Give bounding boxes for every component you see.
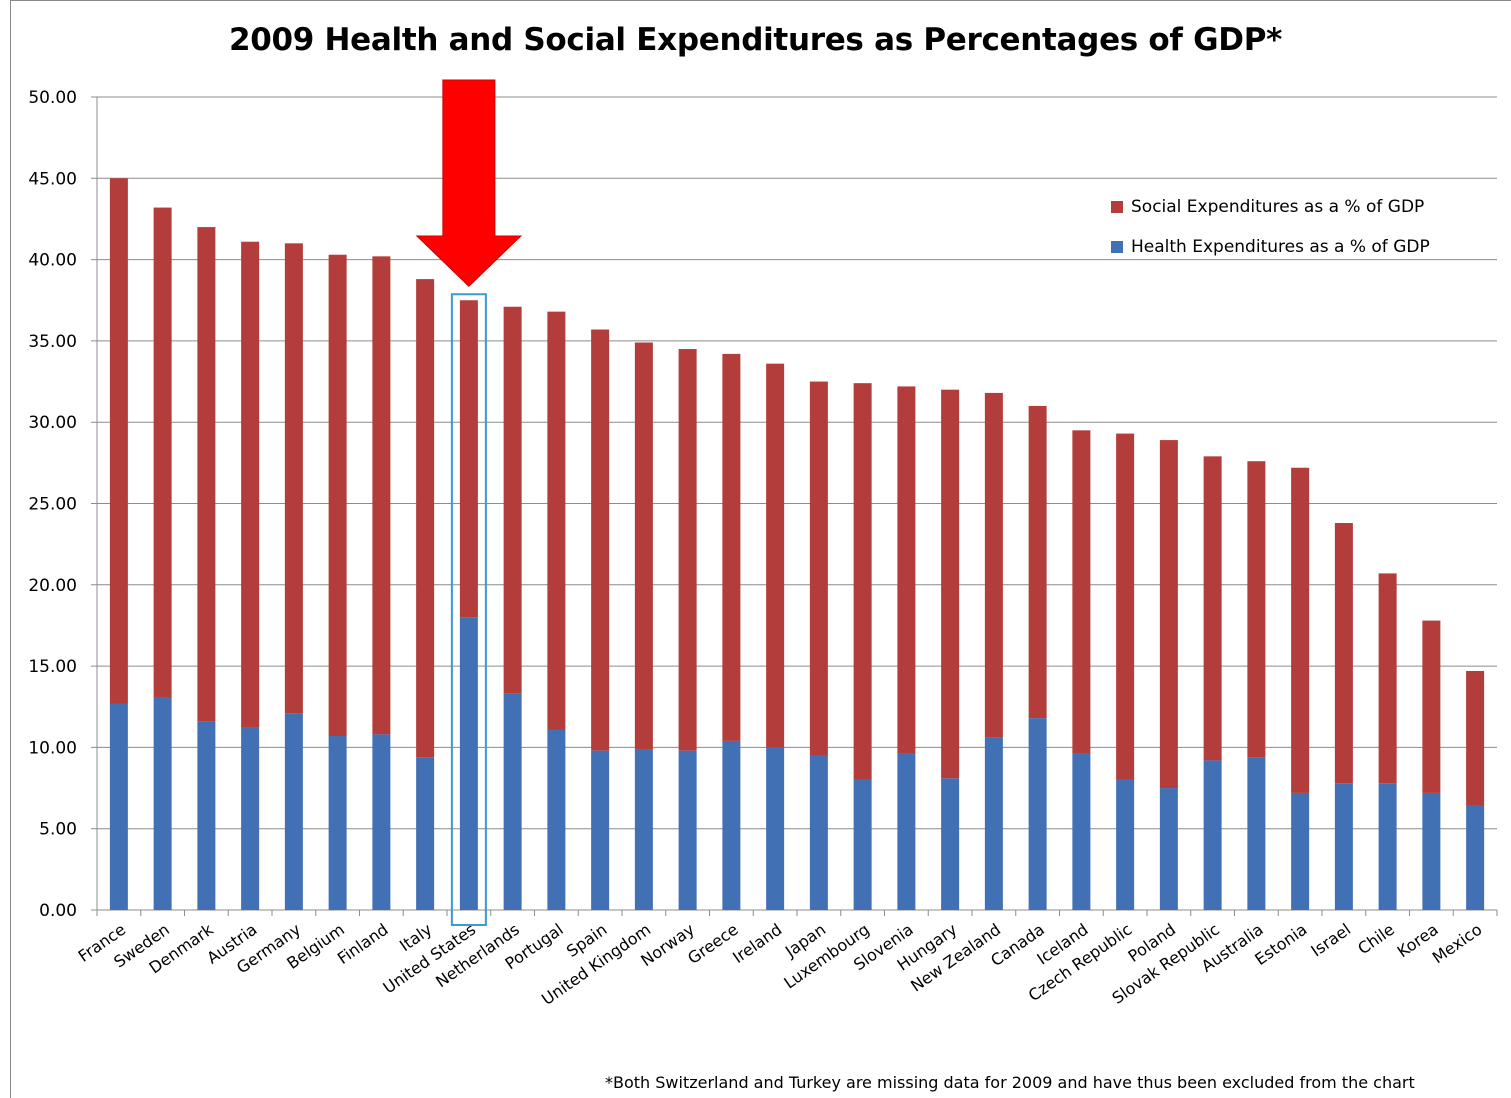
bar-social <box>1247 461 1266 758</box>
bar-social <box>1203 456 1222 761</box>
bar-health <box>241 727 260 910</box>
y-tick-label: 35.00 <box>28 332 77 352</box>
bar-social <box>591 329 610 751</box>
bar-health <box>591 750 610 910</box>
bar-social <box>984 392 1003 738</box>
y-tick-label: 25.00 <box>28 495 77 515</box>
bar-social <box>809 381 828 756</box>
bar-health <box>984 737 1003 910</box>
bar-health <box>1203 760 1222 910</box>
bar-social <box>1422 620 1441 793</box>
bar-health <box>897 753 916 910</box>
bar-social <box>1291 467 1310 793</box>
chart-footnote: *Both Switzerland and Turkey are missing… <box>605 1073 1415 1092</box>
bar-health <box>547 729 566 910</box>
y-tick-label: 50.00 <box>28 88 77 108</box>
bar-social <box>1116 433 1135 780</box>
x-tick-label: Greece <box>684 920 742 968</box>
bar-health <box>1422 792 1441 910</box>
x-tick-label: Mexico <box>1429 920 1486 968</box>
bar-social <box>722 353 741 741</box>
bar-health <box>1028 718 1047 910</box>
x-tick-label: Finland <box>334 920 392 968</box>
y-tick-label: 5.00 <box>39 820 77 840</box>
bar-health <box>722 740 741 910</box>
chart-legend: Social Expenditures as a % of GDP Health… <box>1111 187 1430 267</box>
y-tick-label: 40.00 <box>28 251 77 271</box>
y-tick-label: 15.00 <box>28 657 77 677</box>
chart-frame <box>10 0 1511 1098</box>
legend-swatch-health <box>1111 241 1123 253</box>
bar-social <box>1466 670 1485 806</box>
bar-health <box>197 721 216 910</box>
bar-health <box>941 778 960 910</box>
bar-social <box>547 311 566 730</box>
bar-social <box>372 256 391 735</box>
bar-health <box>1466 805 1485 910</box>
bar-social <box>678 349 697 751</box>
bar-social <box>897 386 916 754</box>
highlight-arrow-icon <box>415 79 523 287</box>
bar-health <box>853 779 872 910</box>
bar-social <box>197 227 216 722</box>
bar-health <box>328 736 347 910</box>
bar-health <box>1159 788 1178 910</box>
highlight-box <box>450 293 487 926</box>
x-tick-label: Chile <box>1354 920 1398 959</box>
bar-social <box>1159 440 1178 789</box>
bar-social <box>284 243 303 714</box>
bar-health <box>1247 757 1266 910</box>
y-tick-label: 30.00 <box>28 413 77 433</box>
bar-health <box>1072 753 1091 910</box>
bar-social <box>1072 430 1091 754</box>
bar-health <box>1378 783 1397 910</box>
bar-social <box>941 389 960 779</box>
legend-item-health: Health Expenditures as a % of GDP <box>1111 227 1430 267</box>
bar-social <box>241 241 260 728</box>
x-tick-label: Israel <box>1307 920 1354 961</box>
x-tick-label: Ireland <box>729 920 785 967</box>
bar-health <box>634 749 653 910</box>
bar-health <box>416 757 435 910</box>
chart-title: 2009 Health and Social Expenditures as P… <box>228 22 1283 58</box>
bar-social <box>153 207 172 697</box>
bar-social <box>459 300 478 618</box>
bar-health <box>153 696 172 910</box>
bar-health <box>678 750 697 910</box>
y-tick-label: 20.00 <box>28 576 77 596</box>
y-tick-label: 0.00 <box>39 901 77 921</box>
bar-health <box>1334 783 1353 910</box>
bar-health <box>1116 779 1135 910</box>
legend-label-social: Social Expenditures as a % of GDP <box>1131 197 1425 217</box>
bar-social <box>503 306 522 694</box>
bar-health <box>109 703 128 910</box>
bar-social <box>1378 573 1397 784</box>
legend-label-health: Health Expenditures as a % of GDP <box>1131 237 1430 257</box>
bar-social <box>766 363 785 748</box>
bar-social <box>1334 523 1353 784</box>
legend-item-social: Social Expenditures as a % of GDP <box>1111 187 1430 227</box>
bar-social <box>853 383 872 780</box>
bar-social <box>416 279 435 758</box>
bar-social <box>1028 405 1047 719</box>
bar-social <box>328 254 347 737</box>
y-tick-label: 10.00 <box>28 738 77 758</box>
bar-social <box>634 342 653 750</box>
bar-health <box>766 747 785 910</box>
bar-health <box>1291 792 1310 910</box>
bar-health <box>372 734 391 910</box>
legend-swatch-social <box>1111 201 1123 213</box>
y-tick-label: 45.00 <box>28 169 77 189</box>
bar-health <box>503 693 522 910</box>
bar-social <box>109 178 128 704</box>
bar-health <box>809 755 828 910</box>
bar-health <box>284 713 303 910</box>
bar-health <box>459 617 478 910</box>
